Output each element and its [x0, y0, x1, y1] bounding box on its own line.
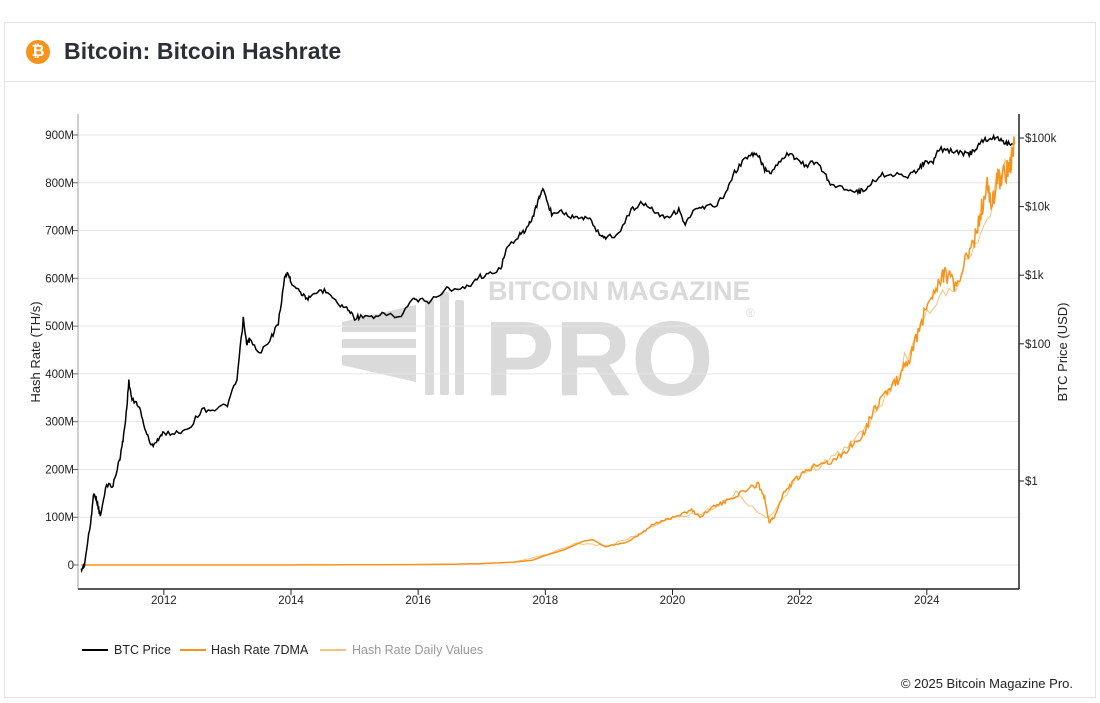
x-tick-label-6: 2024	[914, 595, 940, 607]
x-axis-ticks: 2012 2014 2016 2018 2020 2022 2024	[151, 589, 940, 607]
legend-item-hash-rate-daily[interactable]: Hash Rate Daily Values	[320, 643, 483, 657]
chart-header: ₿ Bitcoin: Bitcoin Hashrate	[5, 23, 1095, 82]
grid-lines	[78, 134, 1019, 566]
legend-label-hash-rate-7dma: Hash Rate 7DMA	[211, 643, 309, 657]
legend-label-hash-rate-daily: Hash Rate Daily Values	[352, 643, 483, 657]
y2-axis-label: BTC Price (USD)	[1055, 303, 1070, 402]
x-tick-label-4: 2020	[660, 595, 686, 607]
copyright-text: © 2025 Bitcoin Magazine Pro.	[900, 676, 1073, 691]
x-tick-label-3: 2018	[533, 595, 559, 607]
y-tick-label-5: 500M	[45, 321, 74, 333]
x-tick-label-2: 2016	[405, 595, 431, 607]
legend-item-hash-rate-7dma[interactable]: Hash Rate 7DMA	[180, 643, 309, 657]
y-tick-label-2: 200M	[45, 464, 74, 476]
x-tick-label-0: 2012	[151, 595, 177, 607]
y-tick-label-6: 600M	[45, 273, 74, 285]
y-tick-label-7: 700M	[45, 226, 74, 238]
y-tick-label-9: 900M	[45, 130, 74, 142]
legend-label-btc-price: BTC Price	[114, 643, 171, 657]
chart-title: Bitcoin: Bitcoin Hashrate	[64, 38, 342, 64]
legend: BTC Price Hash Rate 7DMA Hash Rate Daily…	[82, 643, 483, 657]
y2-tick-label-0: $100k	[1025, 133, 1057, 145]
y-tick-label-8: 800M	[45, 178, 74, 190]
x-tick-label-5: 2022	[787, 595, 813, 607]
y-tick-label-1: 100M	[45, 512, 74, 524]
y-tick-label-3: 300M	[45, 417, 74, 429]
y2-tick-label-2: $1k	[1025, 270, 1044, 282]
watermark-line2: PRO	[484, 300, 714, 418]
watermark-logo-icon	[342, 292, 464, 395]
legend-item-btc-price[interactable]: BTC Price	[82, 643, 171, 657]
x-tick-label-1: 2014	[278, 595, 304, 607]
watermark-registered: ®	[746, 306, 755, 320]
y-tick-label-0: 0	[68, 560, 74, 572]
y-tick-label-4: 400M	[45, 369, 74, 381]
y2-axis-ticks: $100k $10k $1k $100 $1	[1019, 133, 1057, 488]
series-hash-rate-7dma-line	[81, 136, 1016, 566]
y2-tick-label-1: $10k	[1025, 202, 1050, 214]
y-axis-label: Hash Rate (TH/s)	[28, 301, 43, 402]
watermark-line1: BITCOIN MAGAZINE	[488, 276, 751, 306]
y2-tick-label-3: $100	[1025, 339, 1051, 351]
y2-tick-label-4: $1	[1025, 476, 1038, 488]
y-axis-ticks: 0 100M 200M 300M 400M 500M 600M 700M 800M 900M	[45, 130, 78, 572]
series-btc-price-line	[80, 133, 1013, 574]
bitcoin-logo-icon: ₿	[26, 40, 50, 64]
watermark: BITCOIN MAGAZINE PRO ®	[342, 276, 755, 418]
